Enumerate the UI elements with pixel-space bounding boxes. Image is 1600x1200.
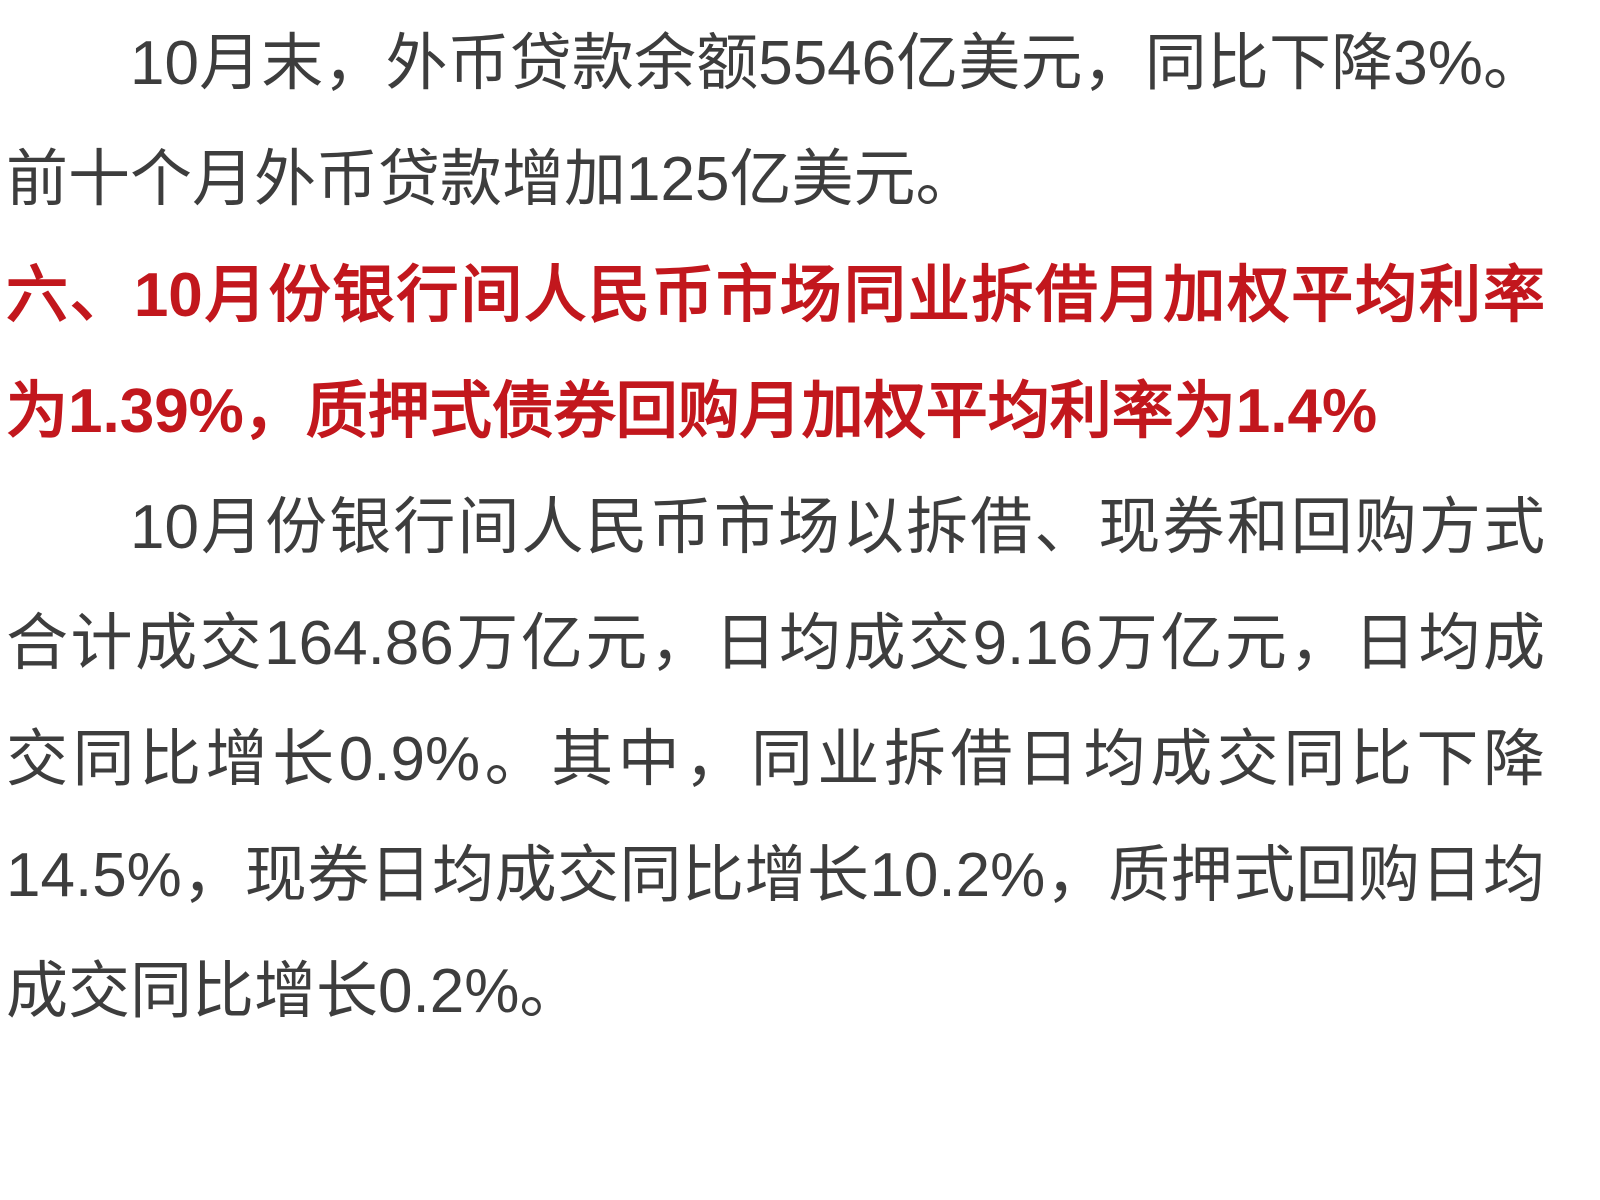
paragraph-interbank-market-turnover: 10月份银行间人民币市场以拆借、现券和回购方式合计成交164.86万亿元，日均成…	[6, 493, 1545, 1026]
paragraph-foreign-currency-loans: 10月末，外币贷款余额5546亿美元，同比下降3%。前十个月外币贷款增加125亿…	[6, 29, 1545, 214]
article-body: 10月末，外币贷款余额5546亿美元，同比下降3%。前十个月外币贷款增加125亿…	[6, 29, 1545, 1026]
section-heading-interbank-rates: 六、10月份银行间人民币市场同业拆借月加权平均利率为1.39%，质押式债券回购月…	[6, 261, 1545, 446]
